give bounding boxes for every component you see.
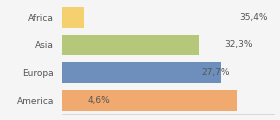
Text: 35,4%: 35,4% [240,13,268,22]
Text: 32,3%: 32,3% [224,41,253,49]
Bar [62,62,221,83]
Bar [62,35,199,55]
Text: 27,7%: 27,7% [202,68,230,77]
Bar [62,7,84,28]
Text: 4,6%: 4,6% [87,96,110,105]
Bar [62,90,237,111]
